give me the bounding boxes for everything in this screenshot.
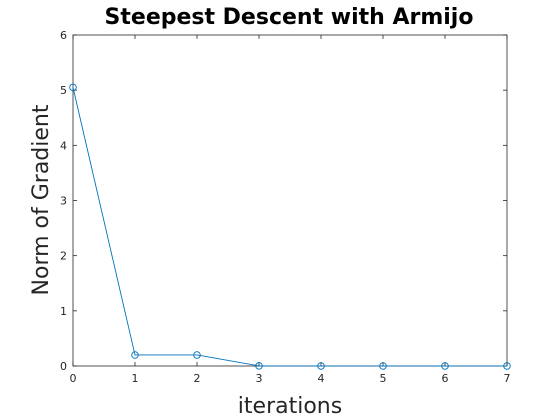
data-point (441, 362, 449, 370)
y-tick-label: 1 (60, 305, 67, 318)
data-point (379, 362, 387, 370)
x-tick-label: 6 (442, 372, 449, 385)
y-tick-label: 5 (60, 84, 67, 97)
chart-title: Steepest Descent with Armijo (105, 5, 474, 30)
x-tick-label: 7 (504, 372, 511, 385)
x-tick-label: 3 (256, 372, 263, 385)
data-point (193, 351, 201, 359)
y-tick-label: 2 (60, 250, 67, 263)
series-layer (69, 83, 511, 370)
y-tick-label: 0 (60, 360, 67, 373)
x-axis-ticks: 0 1 2 3 4 5 6 7 (70, 35, 511, 385)
plot-area (72, 34, 508, 367)
y-tick-label: 4 (60, 139, 67, 152)
y-tick-label: 3 (60, 195, 67, 208)
y-axis-label: Norm of Gradient (29, 104, 54, 295)
x-tick-label: 1 (132, 372, 139, 385)
series-line (72, 87, 507, 367)
y-tick-label: 6 (60, 29, 67, 42)
data-point (317, 362, 325, 370)
x-tick-label: 2 (194, 372, 201, 385)
x-axis-label: iterations (238, 394, 342, 419)
data-point (503, 362, 511, 370)
x-tick-label: 4 (318, 372, 325, 385)
data-point (255, 362, 263, 370)
x-tick-label: 5 (380, 372, 387, 385)
data-point (131, 351, 139, 359)
x-tick-label: 0 (70, 372, 77, 385)
data-point (69, 83, 77, 92)
